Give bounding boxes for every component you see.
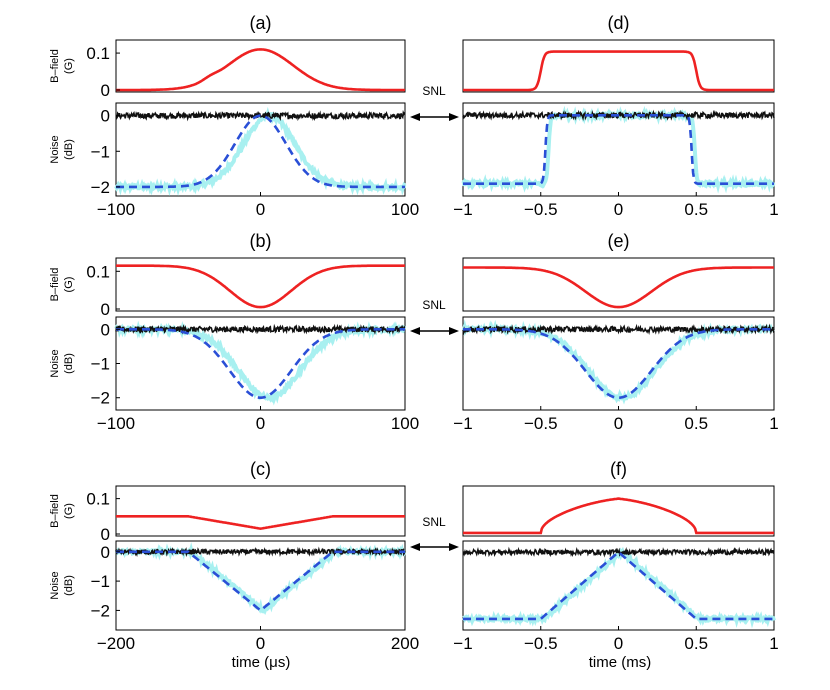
noise-ytick-label-b-1: −1 <box>91 355 110 374</box>
xtick-label-e-2: 0 <box>614 414 623 433</box>
xtick-label-d-1: −0.5 <box>524 200 558 219</box>
xlabel-left: time (μs) <box>232 654 291 671</box>
xtick-label-b-2: 100 <box>391 414 419 433</box>
snl-label-1: SNL <box>422 298 446 312</box>
noise-ylabel-c: Noise <box>49 571 61 599</box>
panel-title-d: (d) <box>608 13 630 33</box>
xtick-label-f-1: −0.5 <box>524 634 558 653</box>
noise-squeezed-trace-c <box>114 542 407 616</box>
noise-squeezed-trace-b <box>114 320 407 406</box>
bfield-ylabel-unit-b: (G) <box>63 277 75 293</box>
xtick-label-e-0: −1 <box>453 414 472 433</box>
xtick-label-c-0: −200 <box>97 634 135 653</box>
xtick-label-e-1: −0.5 <box>524 414 558 433</box>
noise-theory-line-f <box>463 550 774 621</box>
xtick-label-a-0: −100 <box>97 200 135 219</box>
panel-title-a: (a) <box>250 13 272 33</box>
bfield-ytick-label-b-1: 0.1 <box>86 262 110 281</box>
snl-arrowhead-right-1 <box>449 327 459 335</box>
bfield-line-c <box>116 515 405 531</box>
noise-ytick-label-a-1: −1 <box>91 142 110 161</box>
noise-ytick-label-c-2: −2 <box>91 601 110 620</box>
noise-ytick-label-b-2: −2 <box>91 389 110 408</box>
noise-ylabel-unit-b: (dB) <box>63 353 75 374</box>
noise-ylabel-unit-c: (dB) <box>63 575 75 596</box>
bfield-ytick-label-a-0: 0 <box>101 81 110 100</box>
bfield-axes-b <box>115 257 406 312</box>
noise-squeezed-trace-d <box>461 105 776 194</box>
xtick-label-e-3: 0.5 <box>684 414 708 433</box>
bfield-axes-d <box>462 39 775 93</box>
panel-title-b: (b) <box>250 231 272 251</box>
bfield-ytick-label-c-0: 0 <box>101 525 110 544</box>
noise-ylabel-unit-a: (dB) <box>63 139 75 160</box>
xtick-label-d-3: 0.5 <box>684 200 708 219</box>
bfield-line-e <box>463 266 774 309</box>
bfield-line-f <box>463 497 774 535</box>
panel-title-e: (e) <box>608 231 630 251</box>
noise-ytick-label-c-0: 0 <box>101 543 110 562</box>
snl-label-0: SNL <box>422 84 446 98</box>
xtick-label-f-0: −1 <box>453 634 472 653</box>
panel-title-c: (c) <box>250 459 271 479</box>
noise-ytick-label-a-0: 0 <box>101 107 110 126</box>
xtick-label-d-4: 1 <box>769 200 778 219</box>
noise-snl-trace-e <box>462 323 775 336</box>
bfield-ylabel-a: B–field <box>49 49 61 83</box>
noise-squeezed-trace-a <box>114 106 407 197</box>
bfield-line-d <box>463 50 774 92</box>
xtick-label-e-4: 1 <box>769 414 778 433</box>
noise-ytick-label-c-1: −1 <box>91 572 110 591</box>
xtick-label-b-1: 0 <box>256 414 265 433</box>
panel-title-f: (f) <box>610 459 627 479</box>
noise-theory-line-d <box>463 114 774 185</box>
snl-label-2: SNL <box>422 515 446 529</box>
xtick-label-b-0: −100 <box>97 414 135 433</box>
noise-snl-trace-a <box>115 109 406 122</box>
bfield-ylabel-b: B–field <box>49 268 61 302</box>
bfield-axes-e <box>462 257 775 312</box>
snl-arrowhead-left-0 <box>410 113 420 121</box>
noise-snl-trace-c <box>115 546 406 558</box>
bfield-axes-f <box>462 485 775 537</box>
noise-snl-trace-f <box>462 546 775 558</box>
bfield-axes-a <box>115 39 406 93</box>
bfield-ylabel-unit-c: (G) <box>63 503 75 519</box>
xtick-label-f-3: 0.5 <box>684 634 708 653</box>
bfield-axes-c <box>115 485 406 537</box>
noise-squeezed-trace-e <box>461 319 775 405</box>
noise-ytick-label-a-2: −2 <box>91 178 110 197</box>
xtick-label-d-2: 0 <box>614 200 623 219</box>
xlabel-right: time (ms) <box>589 654 652 671</box>
noise-theory-line-b <box>116 328 405 399</box>
bfield-ylabel-unit-a: (G) <box>63 58 75 74</box>
noise-ylabel-a: Noise <box>49 135 61 163</box>
xtick-label-c-1: 0 <box>256 634 265 653</box>
bfield-line-b <box>116 264 405 309</box>
noise-theory-line-e <box>463 328 774 399</box>
xtick-label-c-2: 200 <box>391 634 419 653</box>
xtick-label-d-0: −1 <box>453 200 472 219</box>
noise-ytick-label-b-0: 0 <box>101 320 110 339</box>
bfield-ylabel-c: B–field <box>49 494 61 528</box>
bfield-ytick-label-a-1: 0.1 <box>86 44 110 63</box>
snl-arrowhead-right-0 <box>449 113 459 121</box>
xtick-label-f-2: 0 <box>614 634 623 653</box>
noise-squeezed-trace-f <box>462 546 776 629</box>
xtick-label-f-4: 1 <box>769 634 778 653</box>
xtick-label-a-1: 0 <box>256 200 265 219</box>
noise-snl-trace-b <box>115 323 406 335</box>
noise-theory-line-a <box>116 114 405 189</box>
noise-ylabel-b: Noise <box>49 349 61 377</box>
snl-arrowhead-left-2 <box>410 543 420 551</box>
bfield-ytick-label-b-0: 0 <box>101 300 110 319</box>
snl-arrowhead-left-1 <box>410 327 420 335</box>
bfield-line-a <box>116 48 405 92</box>
bfield-ytick-label-c-1: 0.1 <box>86 490 110 509</box>
snl-arrowhead-right-2 <box>449 543 459 551</box>
xtick-label-a-2: 100 <box>391 200 419 219</box>
